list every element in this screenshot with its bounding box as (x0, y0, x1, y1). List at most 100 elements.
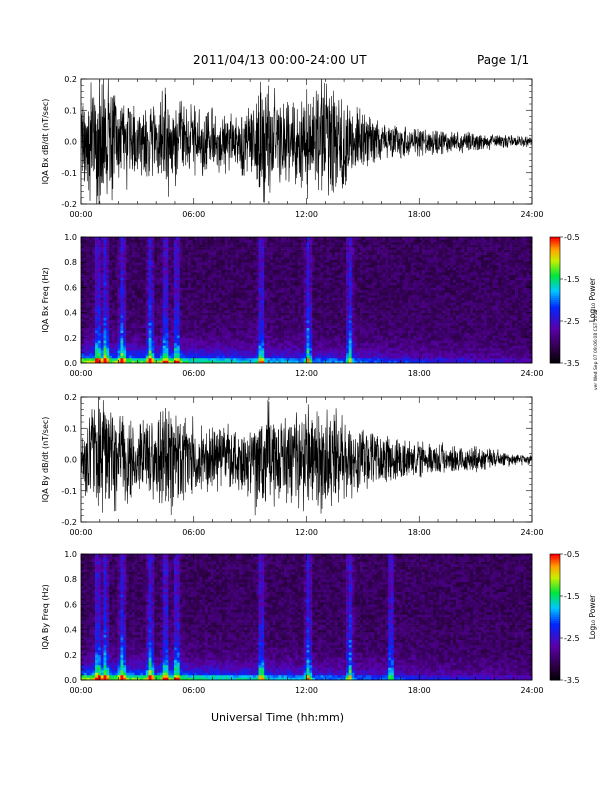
colorbar-segment (550, 627, 560, 631)
colorbar-segment (550, 591, 560, 595)
colorbar-segment (550, 283, 560, 286)
colorbar-bx: -0.5 -1.5 -2.5 -3.5 Log₁₀ Power (549, 233, 597, 368)
colorbar-segment (550, 614, 560, 618)
y-tick-label: 0.0 (64, 676, 77, 685)
colorbar-segment (550, 600, 560, 603)
y-axis-label: IQA By dB/dt (nT/sec) (41, 417, 50, 503)
colorbar-segment (550, 237, 560, 240)
x-tick-label: 00:00 (69, 210, 92, 219)
colorbar-segment (550, 331, 560, 335)
colorbar-segment (550, 663, 560, 666)
colorbar-tick-label: -0.5 (564, 233, 580, 242)
colorbar-tick-label: -1.5 (564, 275, 580, 284)
colorbar-segment (550, 617, 560, 620)
x-tick-label: 00:00 (69, 686, 92, 695)
page-number: Page 1/1 (477, 53, 530, 67)
colorbar-segment (550, 608, 560, 612)
y-tick-label: 0.2 (64, 651, 77, 660)
colorbar-label: Log₁₀ Power (588, 277, 597, 322)
colorbar-segment (550, 642, 560, 645)
colorbar-segment (550, 291, 560, 295)
colorbar-segment (550, 638, 560, 641)
y-tick-label: 1.0 (64, 550, 77, 559)
y-axis-label: IQA Bx dB/dt (nT/sec) (41, 99, 50, 185)
colorbar-segment (550, 675, 560, 679)
colorbar-segment (550, 644, 560, 647)
colorbar-tick-label: -1.5 (564, 592, 580, 601)
colorbar-segment (550, 577, 560, 580)
colorbar-segment (550, 610, 560, 614)
colorbar-segment (550, 568, 560, 572)
colorbar-segment (550, 556, 560, 559)
colorbar-segment (550, 606, 560, 610)
y-tick-label: 0.2 (64, 75, 77, 84)
colorbar-segment (550, 344, 560, 347)
signal-trace (81, 79, 532, 204)
colorbar-segment (550, 629, 560, 633)
x-tick-label: 00:00 (69, 528, 92, 537)
colorbar-segment (550, 558, 560, 561)
y-tick-label: 0.1 (64, 106, 77, 115)
colorbar-segment (550, 333, 560, 337)
colorbar-segment (550, 579, 560, 582)
y-tick-label: 0.0 (64, 456, 77, 465)
colorbar-segment (550, 285, 560, 288)
colorbar-segment (550, 656, 560, 660)
colorbar-segment (550, 631, 560, 635)
colorbar-segment (550, 266, 560, 269)
colorbar-segment (550, 287, 560, 290)
colorbar-segment (550, 575, 560, 578)
colorbar-segment (550, 247, 560, 251)
colorbar-tick-label: -3.5 (564, 676, 580, 685)
colorbar-tick-label: -0.5 (564, 550, 580, 559)
colorbar-segment (550, 354, 560, 358)
colorbar-segment (550, 635, 560, 639)
colorbar-segment (550, 671, 560, 675)
colorbar-segment (550, 554, 560, 557)
y-tick-label: -0.1 (61, 487, 77, 496)
y-tick-label: 0.8 (64, 575, 77, 584)
colorbar-segment (550, 612, 560, 616)
colorbar-segment (550, 245, 560, 248)
y-axis-label: IQA Bx Freq (Hz) (41, 267, 50, 333)
colorbar-segment (550, 321, 560, 324)
colorbar-segment (550, 281, 560, 284)
panel-bx-dbdt: 00:00 06:00 12:00 18:00 24:00 0.2 0.1 0.0 -0.1 -0… (41, 75, 544, 219)
colorbar-segment (550, 253, 560, 257)
colorbar-segment (550, 625, 560, 628)
x-tick-label: 06:00 (182, 210, 205, 219)
colorbar-segment (550, 640, 560, 643)
colorbar-segment (550, 297, 560, 301)
colorbar-segment (550, 348, 560, 351)
colorbar-segment (550, 295, 560, 299)
signal-trace (81, 397, 532, 516)
colorbar-segment (550, 306, 560, 309)
colorbar-segment (550, 325, 560, 328)
colorbar-segment (550, 249, 560, 253)
colorbar-segment (550, 566, 560, 570)
x-tick-label: 18:00 (408, 210, 431, 219)
colorbar-tick-label: -2.5 (564, 634, 580, 643)
x-tick-label: 12:00 (295, 369, 318, 378)
colorbar-by: -0.5 -1.5 -2.5 -3.5 Log₁₀ Power (549, 550, 597, 685)
colorbar-segment (550, 585, 560, 589)
colorbar-segment (550, 289, 560, 293)
colorbar-segment (550, 581, 560, 584)
colorbar-segment (550, 316, 560, 320)
colorbar-segment (550, 293, 560, 297)
colorbar-segment (550, 598, 560, 601)
spectrogram-image (81, 554, 533, 681)
colorbar-segment (550, 262, 560, 265)
colorbar-segment (550, 560, 560, 563)
colorbar-segment (550, 270, 560, 274)
spectrogram-image (81, 237, 533, 364)
colorbar-segment (550, 650, 560, 654)
colorbar-segment (550, 346, 560, 349)
y-axis-label: IQA By Freq (Hz) (41, 584, 50, 650)
colorbar-segment (550, 241, 560, 244)
colorbar-segment (550, 360, 560, 364)
colorbar-segment (550, 329, 560, 332)
colorbar-segment (550, 258, 560, 261)
x-tick-label: 18:00 (408, 528, 431, 537)
